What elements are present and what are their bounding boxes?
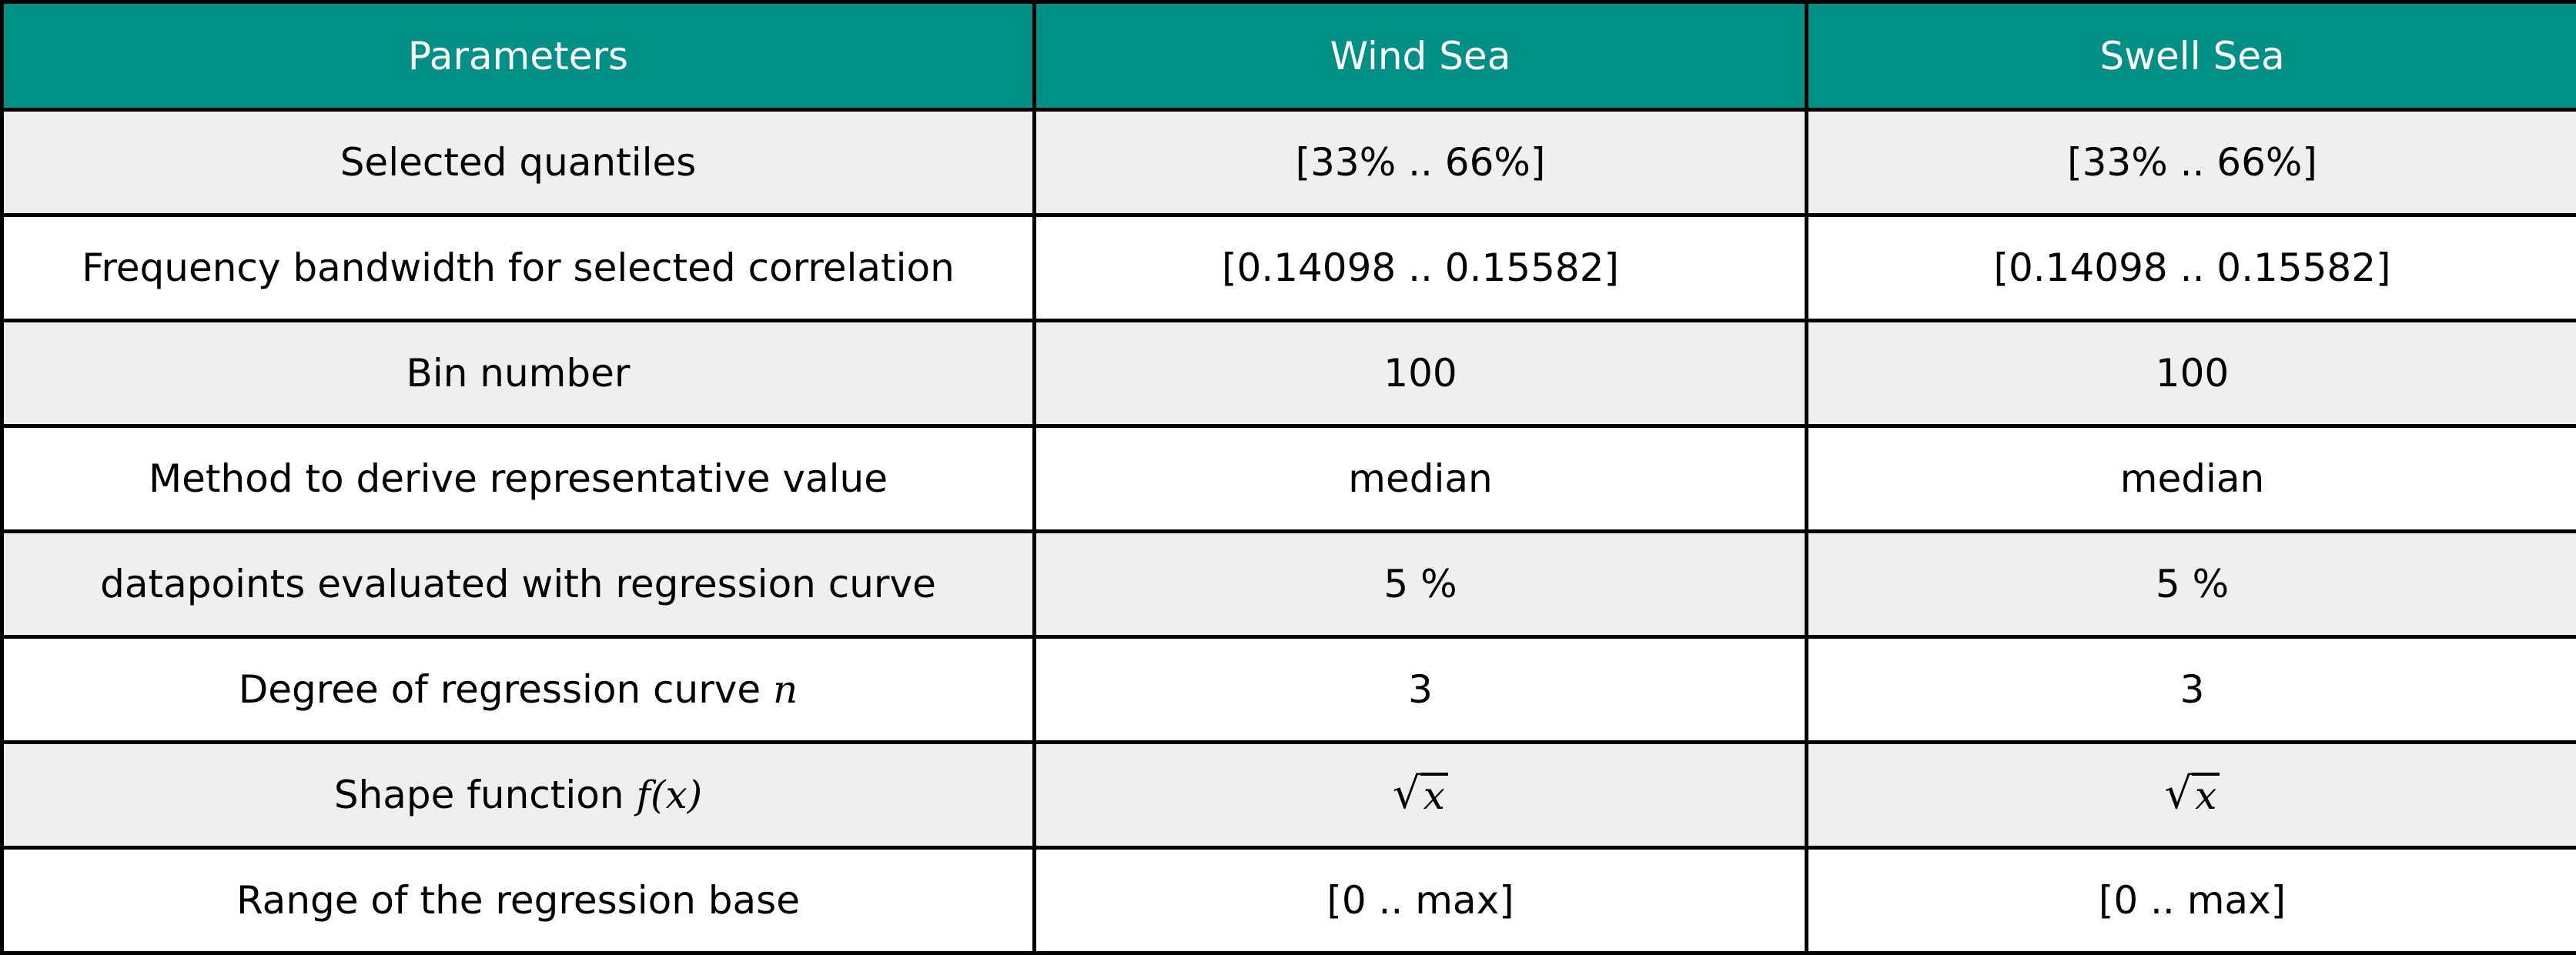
table-row: Degree of regression curve n 3 3 [2,637,2576,743]
table-row: Method to derive representative value me… [2,426,2576,532]
table-row: Frequency bandwidth for selected correla… [2,215,2576,321]
row-label-text: Degree of regression curve [239,667,773,712]
header-row: Parameters Wind Sea Swell Sea [2,2,2576,110]
header-wind-sea: Wind Sea [1035,2,1807,110]
swell-sea-value: median [1807,426,2576,532]
wind-sea-value: [0.14098 .. 0.15582] [1035,215,1807,321]
row-label-text: Shape function [334,773,637,817]
table-row: Bin number 100 100 [2,321,2576,426]
table-body: Selected quantiles [33% .. 66%] [33% .. … [2,110,2576,953]
sqrt-expression: √x [1393,773,1448,816]
wind-sea-value: 5 % [1035,532,1807,637]
row-label: Range of the regression base [2,848,1035,953]
sqrt-symbol: √ [1393,773,1420,816]
sqrt-argument: x [1420,773,1448,816]
swell-sea-value: [33% .. 66%] [1807,110,2576,215]
row-label: Bin number [2,321,1035,426]
swell-sea-value: [0 .. max] [1807,848,2576,953]
wind-sea-value: 3 [1035,637,1807,743]
row-label: Shape function f(x) [2,743,1035,848]
header-swell-sea: Swell Sea [1807,2,2576,110]
math-variable: n [773,667,798,712]
swell-sea-value: [0.14098 .. 0.15582] [1807,215,2576,321]
sqrt-argument: x [2192,773,2220,816]
sqrt-symbol: √ [2165,773,2193,816]
table-row: Selected quantiles [33% .. 66%] [33% .. … [2,110,2576,215]
row-label: Degree of regression curve n [2,637,1035,743]
wind-sea-value: [33% .. 66%] [1035,110,1807,215]
wind-sea-value: √x [1035,743,1807,848]
wind-sea-value: 100 [1035,321,1807,426]
row-label: Frequency bandwidth for selected correla… [2,215,1035,321]
table-row: Shape function f(x) √x √x [2,743,2576,848]
table-row: datapoints evaluated with regression cur… [2,532,2576,637]
header-parameters: Parameters [2,2,1035,110]
wind-sea-value: median [1035,426,1807,532]
row-label: datapoints evaluated with regression cur… [2,532,1035,637]
row-label: Method to derive representative value [2,426,1035,532]
wind-sea-value: [0 .. max] [1035,848,1807,953]
swell-sea-value: √x [1807,743,2576,848]
swell-sea-value: 5 % [1807,532,2576,637]
row-label: Selected quantiles [2,110,1035,215]
table-header: Parameters Wind Sea Swell Sea [2,2,2576,110]
math-function: f(x) [636,773,702,817]
swell-sea-value: 100 [1807,321,2576,426]
swell-sea-value: 3 [1807,637,2576,743]
sqrt-expression: √x [2165,773,2220,816]
table-row: Range of the regression base [0 .. max] … [2,848,2576,953]
